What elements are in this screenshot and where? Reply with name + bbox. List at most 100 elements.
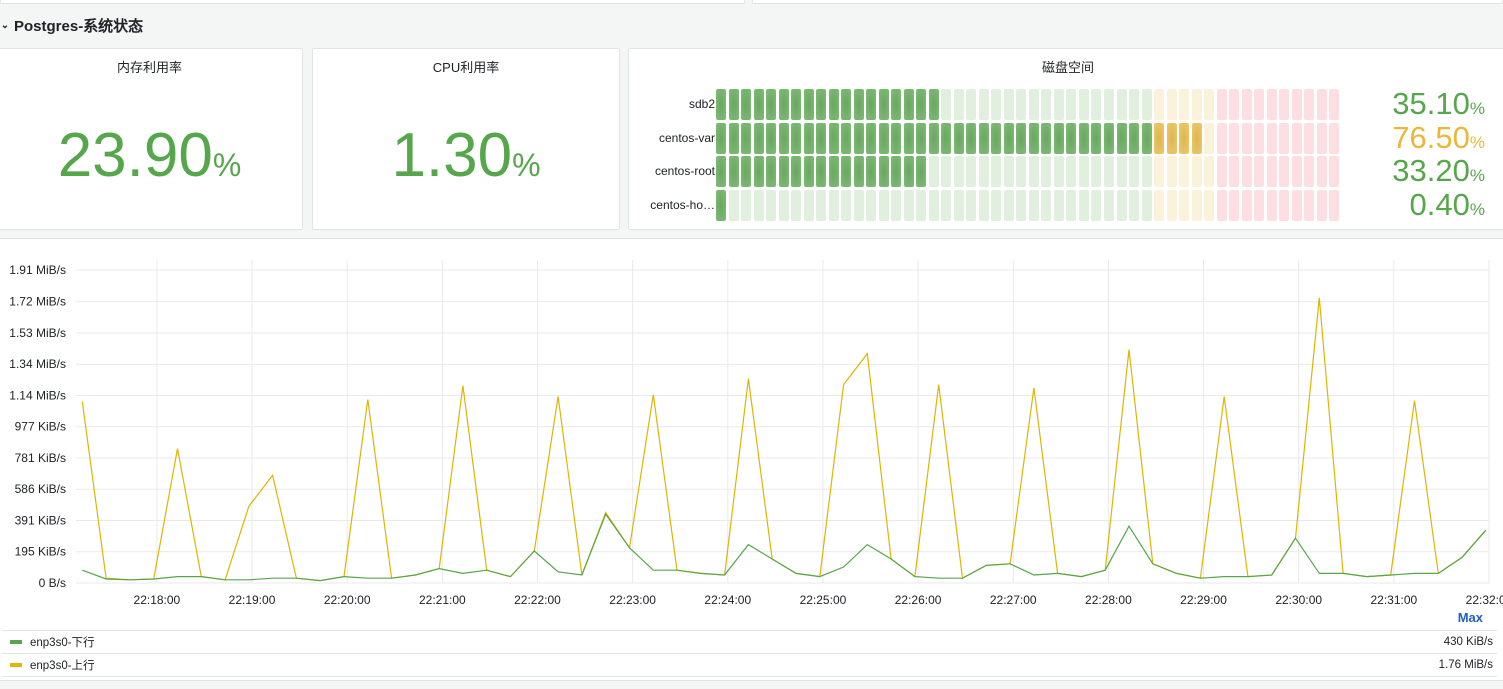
gauge-cell [766,122,777,154]
gauge-cell [841,189,852,221]
gauge-cell [1329,156,1340,187]
gauge-cell [1078,122,1089,154]
gauge-cell [766,89,777,120]
gauge-cell [1291,89,1302,120]
disk-label: centos-ho… [650,197,715,212]
gauge-cell [1266,122,1277,154]
gauge-cell [1229,89,1240,120]
gauge-cell [878,89,889,120]
legend-max-value: 430 KiB/s [1443,636,1493,648]
legend-divider [2,676,1497,677]
gauge-cell [1016,89,1027,120]
disk-value: 35.10% [1392,86,1485,121]
gauge-cell [1016,189,1027,221]
gauge-cell [791,156,802,187]
disk-label: sdb2 [688,97,715,111]
gauge-cell [828,189,839,221]
disk-gauge-bar [716,156,1340,187]
gauge-cell [1304,156,1315,187]
gauge-cell [1279,156,1290,187]
legend-max-header[interactable]: Max [1457,610,1483,625]
gauge-cell [1266,156,1277,187]
gauge-cell [778,156,789,187]
gauge-cell [1154,122,1165,154]
gauge-cell [941,189,952,221]
gauge-cell [916,189,927,221]
gauge-cell [1204,122,1215,154]
gauge-cell [1241,89,1252,120]
gauge-cell [1166,89,1177,120]
gauge-cell [1028,189,1039,221]
gauge-cell [1103,189,1114,221]
y-tick-label: 586 KiB/s [15,482,66,496]
gauge-cell [903,189,914,221]
y-tick-label: 0 B/s [39,576,66,590]
memory-usage-panel: 内存利用率 23.90% [0,48,303,230]
gauge-cell [753,89,764,120]
gauge-cell [1291,189,1302,221]
gauge-cell [966,89,977,120]
gauge-cell [903,122,914,154]
gauge-cell [1129,89,1140,120]
y-tick-label: 391 KiB/s [15,513,66,527]
gauge-cell [741,189,752,221]
gauge-cell [1141,156,1152,187]
gauge-cell [1179,122,1190,154]
gauge-cell [803,189,814,221]
legend-label[interactable]: enp3s0-下行 [30,637,95,649]
gauge-cell [766,156,777,187]
disk-label: centos-var [658,130,715,145]
gauge-cell [841,156,852,187]
gauge-cell [866,189,877,221]
disk-gauge-row: sdb2 35.10% [629,87,1503,121]
gauge-cell [1154,89,1165,120]
gauge-cell [803,122,814,154]
gauge-cell [953,122,964,154]
legend-item[interactable]: enp3s0-上行 1.76 MiB/s [2,653,1497,676]
gauge-cell [1254,122,1265,154]
x-tick-label: 22:23:00 [609,593,656,607]
gauge-cell [1229,189,1240,221]
series-line-1 [81,297,1487,582]
gauge-cell [803,89,814,120]
gauge-cell [1141,122,1152,154]
chevron-down-icon: ⌄ [0,19,10,31]
gauge-cell [1166,156,1177,187]
x-tick-label: 22:28:00 [1085,593,1132,607]
gauge-cell [728,156,739,187]
x-tick-label: 22:20:00 [324,593,371,607]
gauge-cell [1229,156,1240,187]
panel-title: 磁盘空间 [1041,60,1094,75]
gauge-cell [1028,122,1039,154]
gauge-cell [1041,156,1052,187]
legend-label[interactable]: enp3s0-上行 [30,660,95,672]
gauge-cell [1166,189,1177,221]
gauge-cell [903,89,914,120]
gauge-cell [1216,189,1227,221]
gauge-cell [941,156,952,187]
gauge-cell [878,122,889,154]
legend-swatch [10,663,22,667]
gauge-cell [978,156,989,187]
legend-item[interactable]: enp3s0-下行 430 KiB/s [2,630,1497,653]
gauge-cell [1091,189,1102,221]
gauge-cell [1129,122,1140,154]
gauge-cell [1254,156,1265,187]
x-tick-label: 22:32:00 [1466,593,1503,607]
gauge-cell [1179,156,1190,187]
row-header[interactable]: ⌄ Postgres-系统状态 [0,12,143,38]
gauge-cell [916,156,927,187]
gauge-cell [716,122,727,154]
gauge-cell [1191,189,1202,221]
gauge-cell [716,189,727,221]
gauge-cell [716,156,727,187]
gauge-cell [891,156,902,187]
gauge-cell [1078,156,1089,187]
gauge-cell [1241,189,1252,221]
gauge-cell [978,189,989,221]
gauge-cell [991,89,1002,120]
y-tick-label: 977 KiB/s [15,420,66,434]
gauge-cell [1016,156,1027,187]
disk-gauge-row: centos-ho… 0.40% [629,187,1503,221]
y-tick-label: 1.53 MiB/s [9,326,66,340]
